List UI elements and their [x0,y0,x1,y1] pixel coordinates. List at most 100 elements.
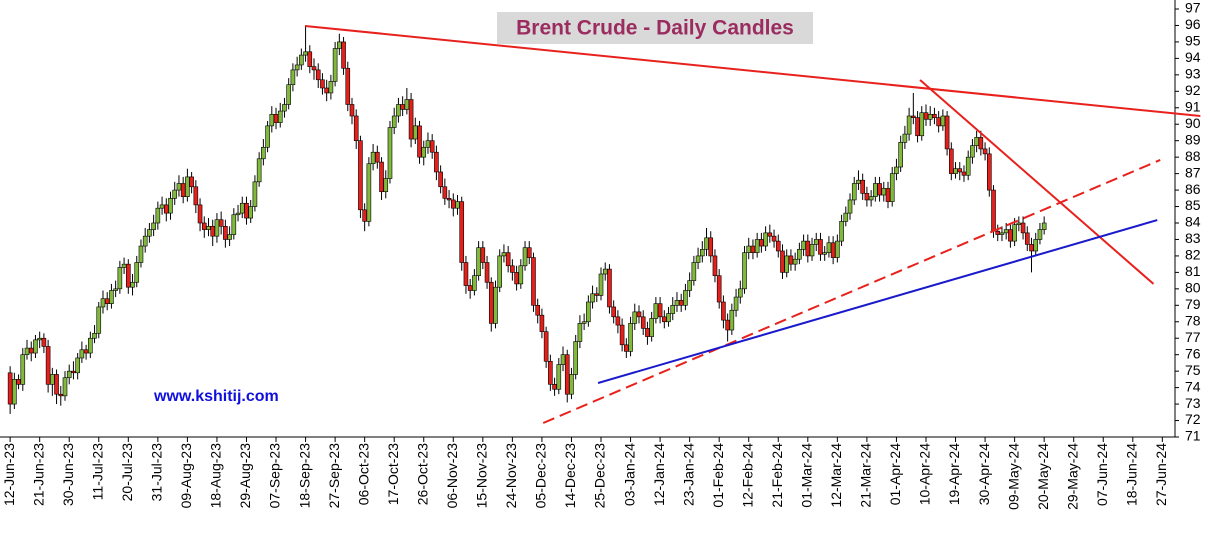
candle-body [788,255,794,265]
candle-body [256,158,262,183]
candle-body [303,51,308,56]
candle-body [189,176,194,188]
candle-body [286,84,291,105]
candle-body [573,341,578,375]
x-tick-label: 18-Jun-24 [1123,443,1139,506]
candle-body [391,115,397,128]
candle-body [657,303,663,318]
candle-body [467,285,473,291]
x-tick-label: 24-Nov-23 [503,443,519,509]
x-tick-label: 27-Jun-24 [1153,443,1169,506]
candle-body [71,370,76,374]
candle-body [746,245,752,253]
candle-body [902,133,908,143]
candle-body [413,125,418,140]
candle-body [826,242,832,253]
y-tick-label: 71 [1185,428,1201,444]
candle-body [624,344,629,352]
candle-body [396,104,401,117]
candle-body [847,199,853,214]
y-tick-label: 80 [1185,280,1201,296]
candle-body [450,199,456,209]
candle-body [784,255,790,273]
candle-body [1037,229,1043,240]
x-tick-label: 01-Mar-24 [799,443,815,508]
x-tick-label: 29-May-24 [1064,443,1080,510]
candle-body [117,267,123,290]
candle-body [472,275,477,291]
candle-body [543,331,549,362]
x-tick-label: 07-Jun-24 [1094,443,1110,506]
candle-body [518,265,524,285]
candle-body [662,316,667,323]
candle-body [24,347,30,355]
candle-body [894,166,899,174]
candle-body [121,263,127,268]
x-tick-label: 12-Jan-24 [651,443,667,506]
candle-body [961,171,967,176]
candle-body [974,137,979,146]
candle-body [320,79,325,89]
candle-body [277,110,283,123]
candle-body [328,81,334,94]
candle-body [510,265,515,273]
candle-body [792,258,798,265]
candle-body [560,354,566,365]
x-tick-label: 05-Dec-23 [533,443,549,509]
candle-body [434,151,439,173]
candle-body [721,301,726,321]
x-tick-label: 12-Feb-24 [739,443,755,508]
candle-body [695,255,701,263]
candle-body [113,288,118,291]
candle-body [995,230,1001,235]
candle-body [708,237,714,257]
candle-body [602,268,608,275]
candle-body [940,115,946,127]
x-tick-label: 23-Jan-24 [680,443,696,506]
candle-body [345,67,351,105]
candle-body [991,189,996,232]
candle-body [670,305,676,314]
candle-body [370,151,376,165]
candle-body [159,204,165,209]
candle-body [37,337,42,341]
candle-body [459,201,465,263]
candle-body [33,339,38,354]
candle-body [594,293,600,296]
y-tick-label: 88 [1185,148,1201,164]
candle-body [41,337,47,347]
candle-body [1029,244,1034,252]
candle-body [379,161,384,193]
candle-body [311,66,317,71]
candle-body [142,235,148,247]
candle-body [248,206,254,219]
candle-body [362,209,367,222]
candle-body [877,183,882,196]
x-tick-label: 09-May-24 [1005,443,1021,510]
candle-body [218,219,224,227]
x-tick-label: 10-Apr-24 [917,443,933,505]
candle-body [28,347,34,354]
candle-body [640,316,646,329]
x-tick-label: 20-Jul-23 [119,443,135,502]
candle-body [130,281,135,288]
trend-line [542,159,1161,424]
candle-body [771,235,777,242]
x-tick-label: 12-Mar-24 [828,443,844,508]
candle-body [341,41,346,69]
candle-body [970,145,975,158]
candle-body [581,321,587,324]
x-tick-label: 07-Sep-23 [267,443,283,509]
candle-body [1020,222,1026,234]
candle-body [539,314,545,332]
candle-body [767,232,773,237]
candle-body [358,140,363,211]
candle-body [936,117,941,127]
y-tick-label: 96 [1185,16,1201,32]
y-tick-label: 76 [1185,345,1201,361]
trend-line [919,79,1155,285]
y-tick-label: 78 [1185,312,1201,328]
candle-body [780,250,785,273]
candle-body [759,239,764,247]
